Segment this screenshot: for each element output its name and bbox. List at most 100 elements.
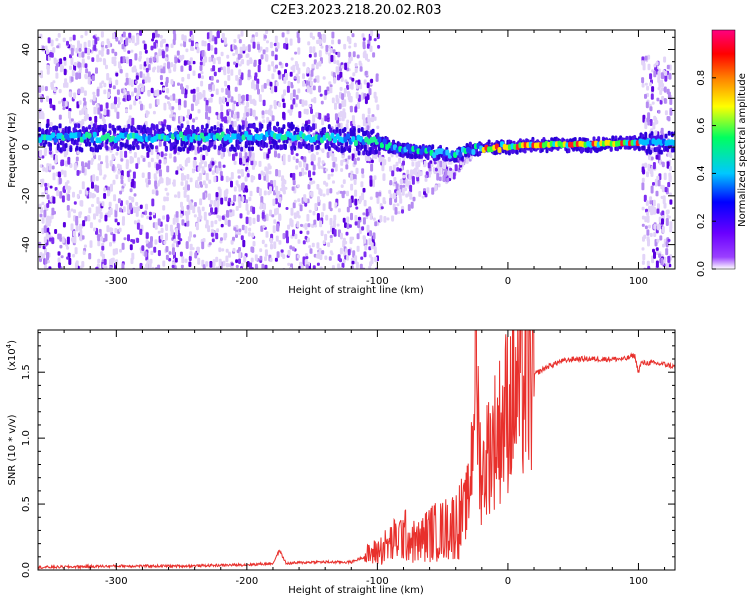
heatmap-cell [88, 124, 92, 130]
heatmap-cell [655, 154, 659, 160]
heatmap-cell [170, 79, 174, 85]
heatmap-cell [136, 222, 140, 230]
heatmap-cell [341, 155, 345, 159]
heatmap-cell [273, 219, 277, 224]
heatmap-cell [92, 131, 97, 138]
heatmap-cell [346, 206, 350, 213]
heatmap-cell [169, 95, 173, 101]
heatmap-cell [117, 97, 121, 103]
heatmap-cell [196, 126, 200, 132]
heatmap-cell [250, 39, 254, 43]
heatmap-cell [347, 249, 351, 256]
heatmap-cell [250, 157, 254, 161]
heatmap-cell [362, 187, 366, 193]
heatmap-cell [304, 100, 308, 106]
heatmap-cell [300, 223, 303, 227]
heatmap-cell [119, 36, 123, 43]
heatmap-cell [175, 170, 179, 175]
heatmap-cell [218, 188, 222, 197]
heatmap-cell [337, 147, 341, 153]
heatmap-cell [337, 208, 341, 213]
heatmap-cell [267, 148, 271, 154]
heatmap-cell [379, 215, 383, 223]
heatmap-cell [232, 236, 235, 241]
heatmap-cell [641, 260, 645, 265]
heatmap-cell [346, 216, 350, 223]
heatmap-cell [291, 246, 295, 252]
heatmap-cell [103, 89, 107, 95]
heatmap-cell [255, 32, 259, 37]
heatmap-cell [352, 120, 356, 125]
heatmap-cell [129, 156, 133, 164]
heatmap-cell [41, 201, 45, 206]
heatmap-cell [39, 33, 43, 39]
heatmap-cell [106, 73, 110, 81]
heatmap-cell [229, 209, 233, 213]
heatmap-cell [383, 216, 387, 223]
heatmap-cell [147, 161, 151, 168]
heatmap-cell [84, 47, 88, 54]
heatmap-cell [330, 132, 335, 139]
heatmap-cell [44, 147, 48, 154]
heatmap-cell [215, 167, 219, 174]
heatmap-cell [150, 45, 154, 51]
heatmap-cell [156, 33, 160, 38]
heatmap-cell [192, 118, 196, 123]
heatmap-cell [366, 82, 370, 89]
heatmap-cell [295, 158, 299, 163]
heatmap-cell [309, 87, 313, 95]
heatmap-cell [150, 236, 153, 243]
heatmap-cell [87, 40, 91, 48]
heatmap-cell [216, 121, 220, 127]
heatmap-cell [207, 43, 211, 51]
heatmap-cell [140, 103, 143, 111]
heatmap-cell [81, 165, 85, 174]
heatmap-cell [244, 130, 249, 137]
heatmap-cell [592, 136, 596, 142]
heatmap-cell [269, 209, 273, 217]
heatmap-cell [350, 212, 353, 221]
heatmap-cell [222, 260, 226, 267]
heatmap-cell [148, 260, 152, 269]
heatmap-cell [129, 188, 133, 193]
heatmap-cell [119, 248, 123, 253]
heatmap-cell [226, 101, 229, 107]
heatmap-cell [341, 64, 345, 69]
heatmap-cell [146, 151, 150, 158]
heatmap-cell [196, 246, 200, 252]
heatmap-cell [202, 90, 206, 98]
heatmap-cell [103, 82, 107, 88]
heatmap-cell [79, 229, 83, 235]
heatmap-cell [160, 151, 164, 158]
heatmap-cell [329, 235, 333, 239]
heatmap-cell [115, 79, 119, 86]
heatmap-cell [261, 212, 265, 219]
heatmap-cell [82, 97, 86, 102]
heatmap-cell [133, 87, 137, 93]
heatmap-cell [172, 179, 176, 187]
heatmap-cell [121, 43, 125, 50]
heatmap-cell [644, 121, 648, 130]
heatmap-cell [647, 63, 651, 71]
heatmap-cell [431, 144, 435, 150]
heatmap-cell [61, 238, 65, 244]
heatmap-cell [187, 184, 190, 191]
heatmap-cell [101, 41, 105, 46]
heatmap-cell [155, 145, 158, 150]
heatmap-cell [292, 172, 296, 181]
heatmap-cell [45, 123, 49, 129]
heatmap-cell [271, 214, 275, 218]
x-tick-label: 0 [505, 276, 511, 287]
heatmap-cell [286, 236, 289, 244]
heatmap-cell [326, 151, 330, 159]
heatmap-cell [117, 198, 121, 204]
heatmap-cells [38, 30, 675, 269]
heatmap-cell [305, 80, 309, 87]
heatmap-cell [269, 186, 272, 194]
heatmap-cell [290, 92, 293, 101]
heatmap-cell [40, 207, 43, 214]
heatmap-cell [236, 145, 240, 150]
heatmap-cell [651, 101, 655, 105]
heatmap-cell [302, 80, 305, 87]
heatmap-cell [368, 238, 372, 246]
